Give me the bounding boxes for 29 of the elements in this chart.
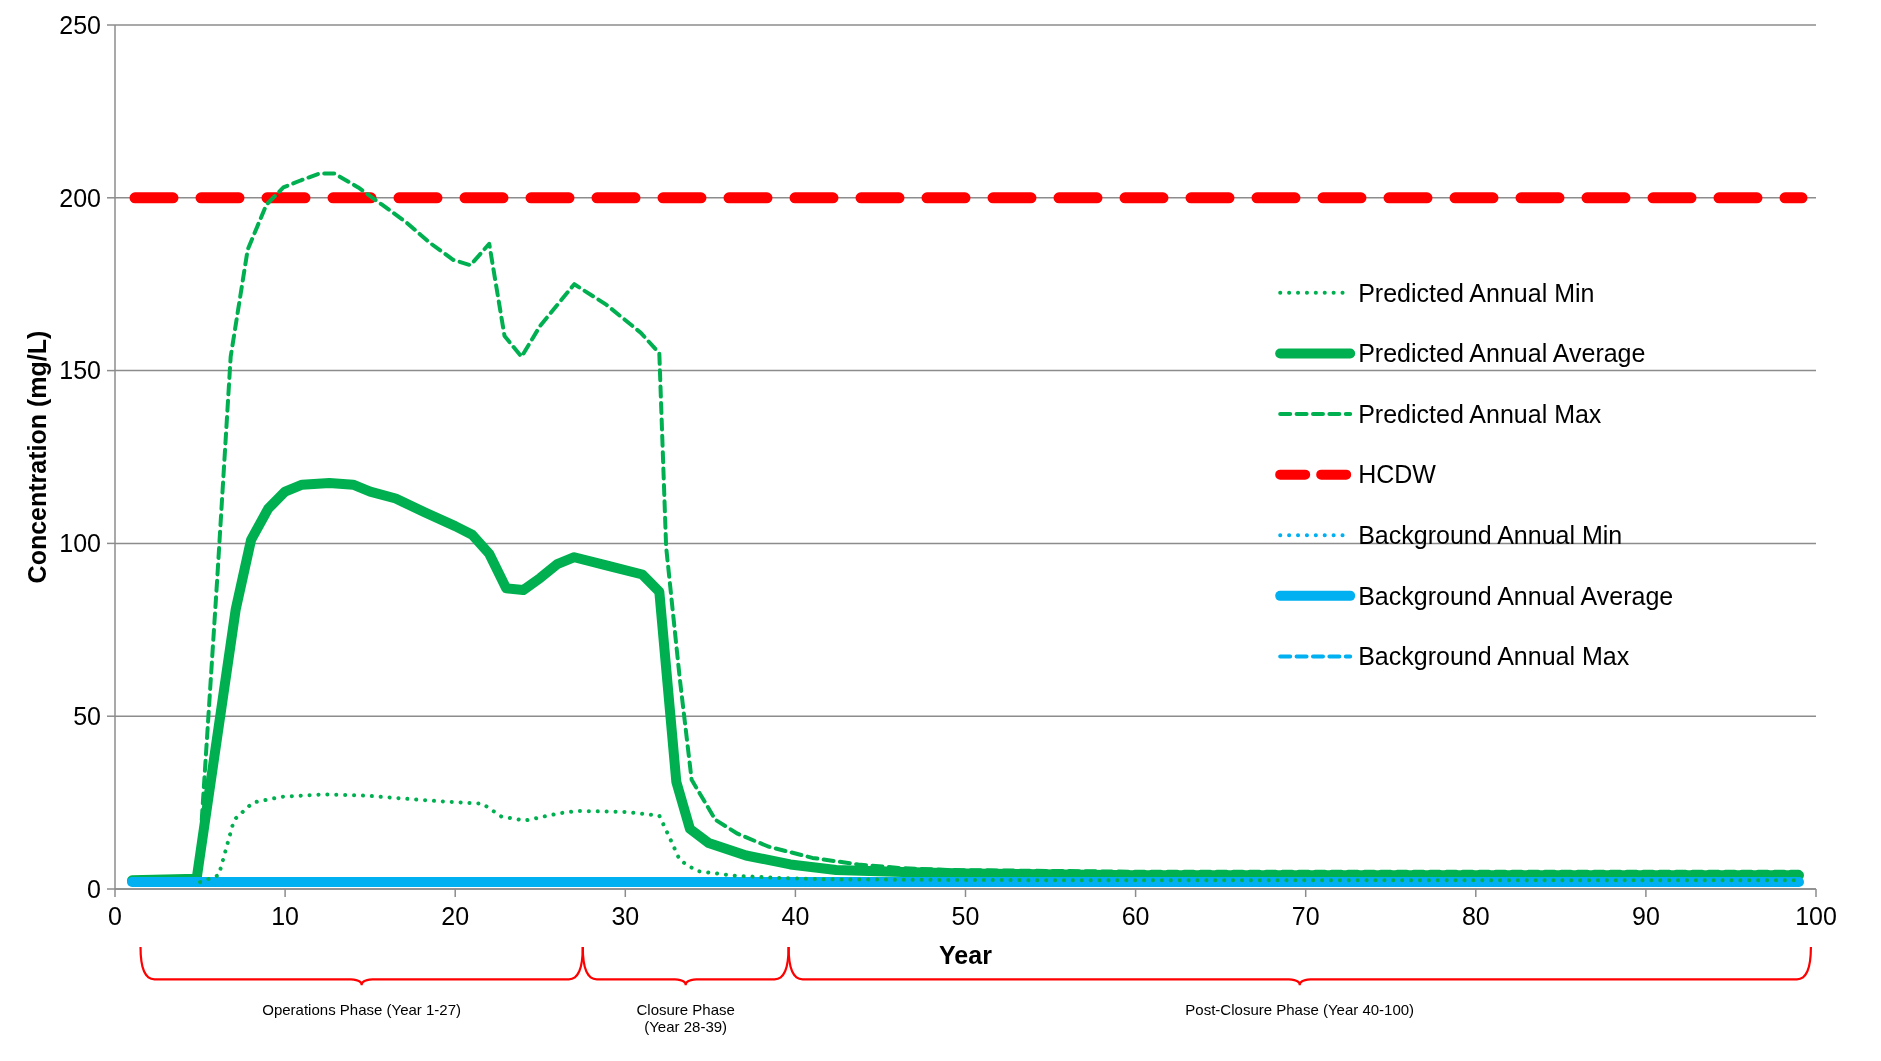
y-tick-label: 0 [87, 874, 101, 903]
y-axis-title: Concentration (mg/L) [23, 330, 51, 584]
x-tick-label: 40 [781, 902, 810, 930]
text: Closure Phase (Year 28-39) [636, 1001, 735, 1036]
legend-label: Predicted Annual Min [1358, 278, 1595, 307]
x-tick-label: 10 [271, 902, 300, 930]
x-tick-label: 100 [1795, 902, 1837, 930]
x-tick-label: 80 [1461, 902, 1490, 930]
x-tick-label: 50 [951, 902, 980, 930]
text: Post-Closure Phase (Year 40-100) [1185, 1001, 1415, 1018]
x-axis-title: Year [939, 941, 993, 969]
text: Operations Phase (Year 1-27) [262, 1001, 462, 1018]
y-tick-label: 150 [59, 356, 101, 385]
y-tick-label: 100 [59, 529, 101, 558]
legend-label: Predicted Annual Max [1358, 399, 1602, 428]
legend-label: Background Annual Min [1358, 520, 1623, 549]
legend-label: HCDW [1358, 460, 1437, 489]
x-tick-label: 90 [1631, 902, 1660, 930]
x-tick-label: 0 [108, 902, 122, 930]
legend-label: Predicted Annual Average [1358, 339, 1646, 368]
legend-label: Background Annual Average [1358, 581, 1674, 610]
x-tick-label: 70 [1291, 902, 1320, 930]
y-tick-label: 50 [73, 701, 101, 730]
x-tick-label: 20 [441, 902, 470, 930]
x-tick-label: 30 [611, 902, 640, 930]
legend-label: Background Annual Max [1358, 642, 1630, 671]
y-tick-label: 200 [59, 183, 101, 212]
y-tick-label: 250 [59, 10, 101, 39]
x-tick-label: 60 [1121, 902, 1150, 930]
